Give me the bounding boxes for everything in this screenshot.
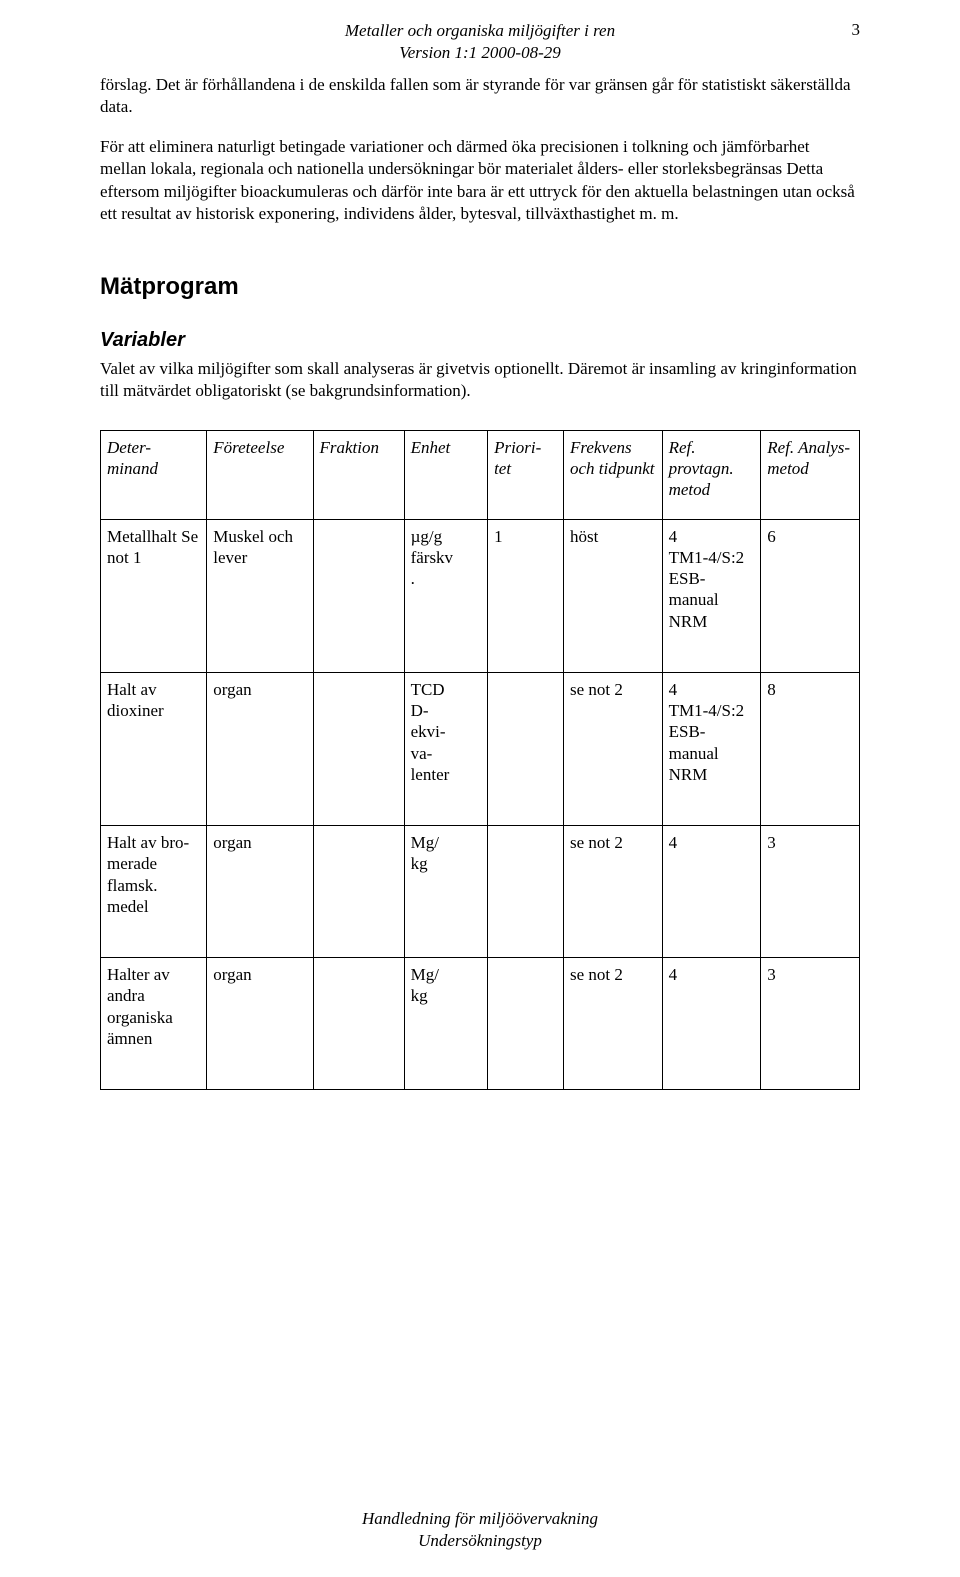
- cell: [488, 672, 564, 825]
- col-enhet: Enhet: [404, 430, 487, 519]
- cell: [313, 826, 404, 958]
- cell: 4TM1-4/S:2ESB-manual NRM: [662, 519, 761, 672]
- cell: se not 2: [563, 958, 662, 1090]
- cell: [313, 519, 404, 672]
- cell: 8: [761, 672, 860, 825]
- cell: [313, 958, 404, 1090]
- cell: se not 2: [563, 826, 662, 958]
- doc-footer: Handledning för miljöövervakning Undersö…: [0, 1508, 960, 1552]
- doc-header: Metaller och organiska miljögifter i ren…: [100, 20, 860, 64]
- cell: Halt av bro-merade flamsk. medel: [101, 826, 207, 958]
- col-ref-provtagn: Ref. provtagn. metod: [662, 430, 761, 519]
- page-number: 3: [852, 20, 861, 40]
- cell: Mg/kg: [404, 826, 487, 958]
- table-row: Metallhalt Se not 1 Muskel och lever µg/…: [101, 519, 860, 672]
- cell: 6: [761, 519, 860, 672]
- col-ref-analys: Ref. Analys-metod: [761, 430, 860, 519]
- table-row: Halter av andra organiska ämnen organ Mg…: [101, 958, 860, 1090]
- footer-line2: Undersökningstyp: [0, 1530, 960, 1552]
- cell: Muskel och lever: [207, 519, 313, 672]
- variables-table: Deter-minand Företeelse Fraktion Enhet P…: [100, 430, 860, 1090]
- cell: 1: [488, 519, 564, 672]
- header-line1: Metaller och organiska miljögifter i ren: [100, 20, 860, 42]
- cell: Halter av andra organiska ämnen: [101, 958, 207, 1090]
- col-determinand: Deter-minand: [101, 430, 207, 519]
- cell: se not 2: [563, 672, 662, 825]
- cell: 3: [761, 958, 860, 1090]
- variabler-body: Valet av vilka miljögifter som skall ana…: [100, 358, 860, 402]
- footer-line1: Handledning för miljöövervakning: [0, 1508, 960, 1530]
- paragraph-1: förslag. Det är förhållandena i de enski…: [100, 74, 860, 118]
- table-header-row: Deter-minand Företeelse Fraktion Enhet P…: [101, 430, 860, 519]
- cell: 4TM1-4/S:2ESB-manual NRM: [662, 672, 761, 825]
- cell: 4: [662, 826, 761, 958]
- cell: Metallhalt Se not 1: [101, 519, 207, 672]
- cell: organ: [207, 826, 313, 958]
- cell: Mg/kg: [404, 958, 487, 1090]
- cell: 4: [662, 958, 761, 1090]
- cell: TCDD-ekvi-va-lenter: [404, 672, 487, 825]
- col-prioritet: Priori-tet: [488, 430, 564, 519]
- col-fraktion: Fraktion: [313, 430, 404, 519]
- cell: [313, 672, 404, 825]
- cell: höst: [563, 519, 662, 672]
- table-row: Halt av bro-merade flamsk. medel organ M…: [101, 826, 860, 958]
- col-frekvens: Frekvens och tidpunkt: [563, 430, 662, 519]
- cell: µg/g färskv.: [404, 519, 487, 672]
- cell: 3: [761, 826, 860, 958]
- col-foreteelse: Företeelse: [207, 430, 313, 519]
- table-row: Halt av dioxiner organ TCDD-ekvi-va-lent…: [101, 672, 860, 825]
- paragraph-2: För att eliminera naturligt betingade va…: [100, 136, 860, 224]
- cell: Halt av dioxiner: [101, 672, 207, 825]
- cell: [488, 826, 564, 958]
- section-variabler: Variabler: [100, 329, 860, 352]
- cell: organ: [207, 958, 313, 1090]
- section-matprogram: Mätprogram: [100, 273, 860, 301]
- cell: organ: [207, 672, 313, 825]
- cell: [488, 958, 564, 1090]
- header-line2: Version 1:1 2000-08-29: [100, 42, 860, 64]
